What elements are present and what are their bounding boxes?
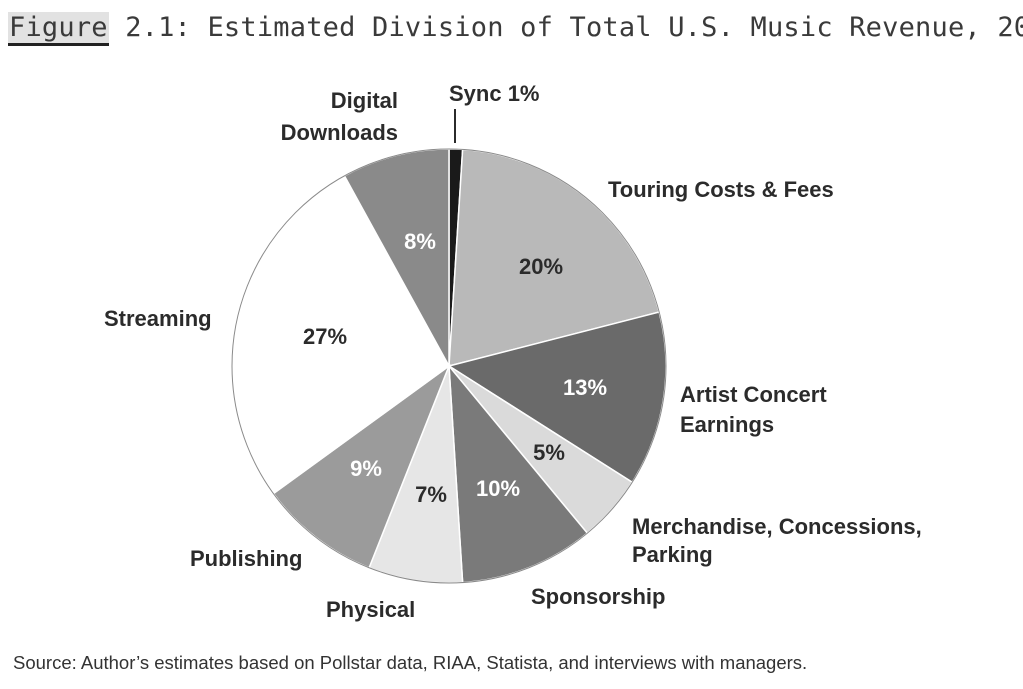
percent-labels: 20% 13% 5% 10% 7% 9% 27% 8%: [303, 229, 607, 507]
category-label-sponsorship: Sponsorship: [531, 584, 665, 609]
percent-label-publishing: 9%: [350, 456, 382, 481]
pie-outline: [231, 148, 667, 584]
pie-slices: [231, 148, 667, 584]
source-note: Source: Author’s estimates based on Poll…: [13, 652, 808, 673]
category-labels: Sync 1% Touring Costs & Fees Artist Concer…: [104, 81, 922, 622]
category-label-streaming: Streaming: [104, 306, 212, 331]
category-label-touring-costs-fees: Touring Costs & Fees: [608, 177, 834, 202]
percent-label-sponsorship: 10%: [476, 476, 520, 501]
category-label-sync-1: Sync 1%: [449, 81, 540, 106]
percent-label-touring-costs-fees: 20%: [519, 254, 563, 279]
category-label-physical: Physical: [326, 597, 415, 622]
percent-label-digital-downloads: 8%: [404, 229, 436, 254]
category-label-publishing: Publishing: [190, 546, 302, 571]
figure-word: Figure: [8, 12, 109, 46]
percent-label-artist-concert-earnings: 13%: [563, 375, 607, 400]
category-label-artist-concert-earnings-line-1: Artist Concert: [680, 382, 827, 407]
category-label-artist-concert-earnings-line-2: Earnings: [680, 412, 774, 437]
chart-title-text: 2.1: Estimated Division of Total U.S. Mu…: [108, 12, 1023, 43]
percent-label-merchandise-concessions-parking: 5%: [533, 440, 565, 465]
percent-label-streaming: 27%: [303, 324, 347, 349]
category-label-merchandise-concessions-parking-line-2: Parking: [632, 542, 713, 567]
chart-title: Figure 2.1: Estimated Division of Total …: [8, 12, 1023, 46]
percent-label-physical: 7%: [415, 482, 447, 507]
category-label-merchandise-concessions-parking-line-1: Merchandise, Concessions,: [632, 514, 922, 539]
category-label-digital-downloads-line-2: Downloads: [281, 120, 398, 145]
category-label-digital-downloads-line-1: Digital: [331, 88, 398, 113]
